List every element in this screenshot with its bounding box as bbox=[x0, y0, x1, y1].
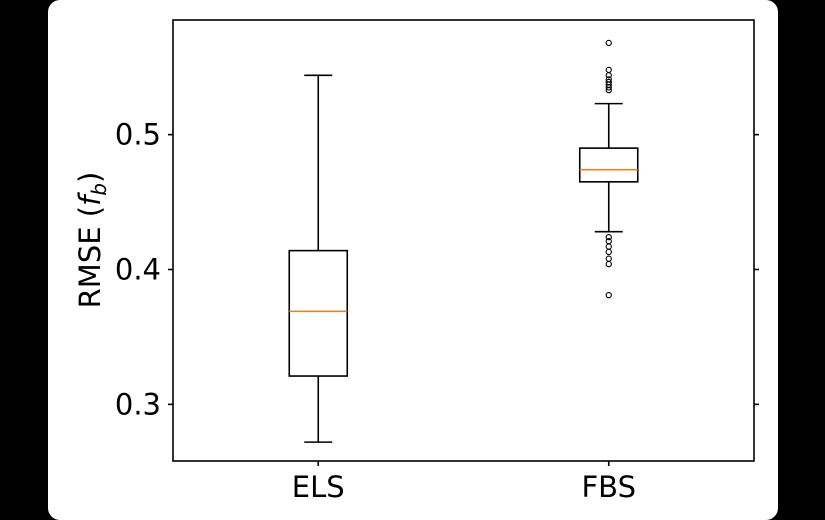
outlier-point bbox=[605, 255, 612, 262]
y-axis-title-close: ) bbox=[73, 172, 107, 183]
iqr-box bbox=[288, 249, 349, 377]
y-tick-label: 0.4 bbox=[115, 252, 161, 286]
box-els bbox=[288, 74, 349, 443]
x-axis: ELS FBS bbox=[292, 461, 636, 504]
outlier-point bbox=[605, 291, 612, 299]
box-fbs bbox=[578, 39, 639, 299]
boxplot-chart: 0.3 0.4 0.5 ELS FBS RMSE (fb) bbox=[73, 19, 759, 504]
iqr-box bbox=[578, 147, 639, 183]
x-tick-label: FBS bbox=[582, 470, 636, 504]
outlier-point bbox=[605, 39, 612, 47]
boxes-group bbox=[288, 39, 639, 443]
outlier-point bbox=[605, 260, 612, 268]
outlier-point bbox=[605, 78, 612, 86]
outlier-point bbox=[605, 76, 612, 83]
plot-area-frame bbox=[172, 19, 755, 462]
outlier-point bbox=[605, 233, 612, 241]
outlier-point bbox=[605, 66, 612, 74]
y-tick-label: 0.3 bbox=[115, 387, 161, 421]
y-axis-title-subscript: b bbox=[87, 183, 111, 196]
outlier-point bbox=[605, 243, 612, 250]
y-axis-title: RMSE (fb) bbox=[73, 172, 111, 309]
outlier-point bbox=[605, 238, 612, 245]
x-tick-label: ELS bbox=[292, 470, 345, 504]
outlier-point bbox=[605, 248, 612, 256]
figure-panel: 0.3 0.4 0.5 ELS FBS RMSE (fb) bbox=[48, 0, 778, 520]
y-axis-title-text: RMSE ( bbox=[73, 206, 107, 308]
y-tick-label: 0.5 bbox=[115, 118, 161, 152]
y-axis: 0.3 0.4 0.5 bbox=[115, 118, 759, 421]
